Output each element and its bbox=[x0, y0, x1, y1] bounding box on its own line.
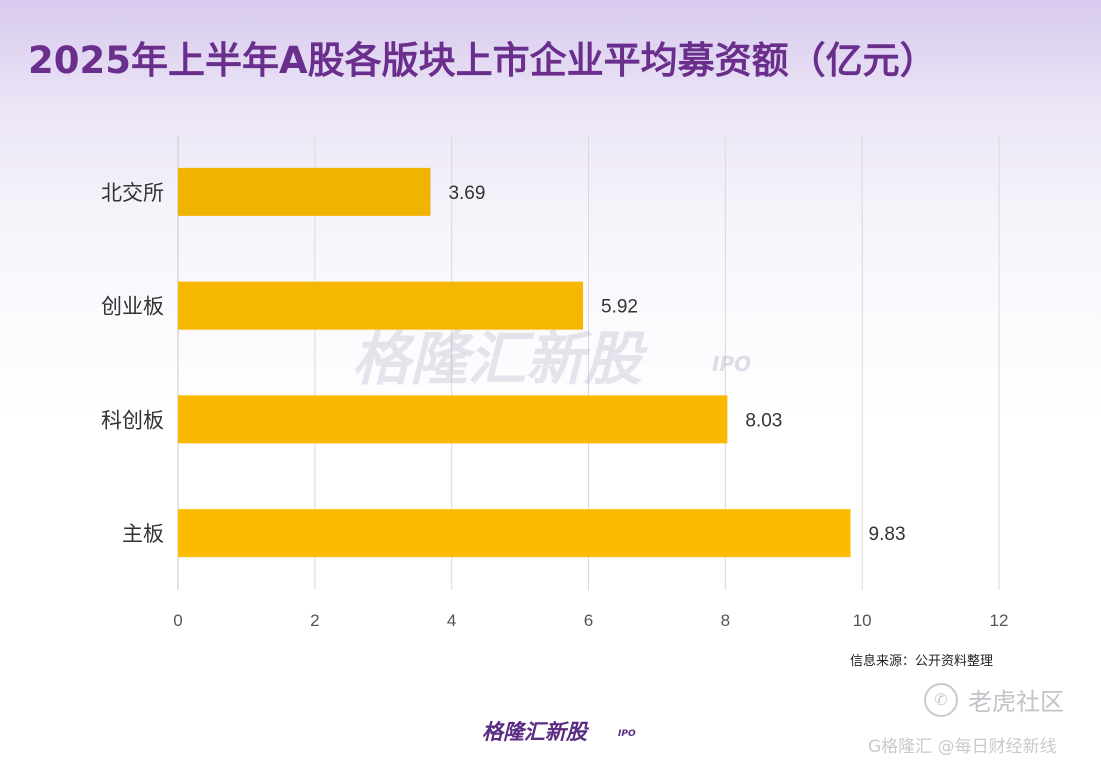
watermark-logo: 格隆汇新股 bbox=[352, 325, 643, 393]
x-tick-label: 10 bbox=[853, 611, 872, 630]
category-label: 主板 bbox=[122, 522, 164, 546]
x-tick-label: 12 bbox=[990, 611, 1009, 630]
tiger-community-badge: ✆ 老虎社区 bbox=[924, 682, 1064, 717]
bar bbox=[178, 281, 584, 330]
watermark-ipo: IPO bbox=[712, 352, 752, 376]
source-note: 信息来源：公开资料整理 bbox=[850, 654, 994, 669]
x-tick-label: 4 bbox=[447, 611, 456, 630]
data-label: 9.83 bbox=[869, 524, 906, 545]
labels: 0 2 4 6 8 10 12 北交所 3.69 创业板 5.92 科创板 8.03 主板 9.83 bbox=[101, 181, 1008, 630]
category-label: 科创板 bbox=[101, 408, 164, 432]
tiger-community-icon: ✆ bbox=[924, 682, 958, 717]
category-label: 创业板 bbox=[101, 295, 164, 319]
brand-logo: 格隆汇新股 bbox=[482, 720, 587, 744]
data-label: 8.03 bbox=[745, 410, 782, 431]
data-label: 5.92 bbox=[601, 297, 638, 318]
bar bbox=[178, 395, 728, 444]
brand-logo-ipo: IPO bbox=[618, 729, 636, 739]
bars bbox=[178, 167, 851, 558]
x-tick-label: 2 bbox=[310, 611, 319, 630]
footer-watermark: G格隆汇 @每日财经新线 bbox=[868, 737, 1057, 757]
tiger-community-label: 老虎社区 bbox=[968, 688, 1064, 716]
category-label: 北交所 bbox=[101, 181, 164, 205]
data-label: 3.69 bbox=[448, 183, 485, 204]
bar bbox=[178, 509, 851, 558]
x-tick-label: 0 bbox=[173, 611, 182, 630]
bar bbox=[178, 167, 431, 216]
x-tick-label: 6 bbox=[584, 611, 593, 630]
x-tick-label: 8 bbox=[721, 611, 730, 630]
chart-title: 2025年上半年A股各版块上市企业平均募资额（亿元） bbox=[28, 39, 937, 82]
